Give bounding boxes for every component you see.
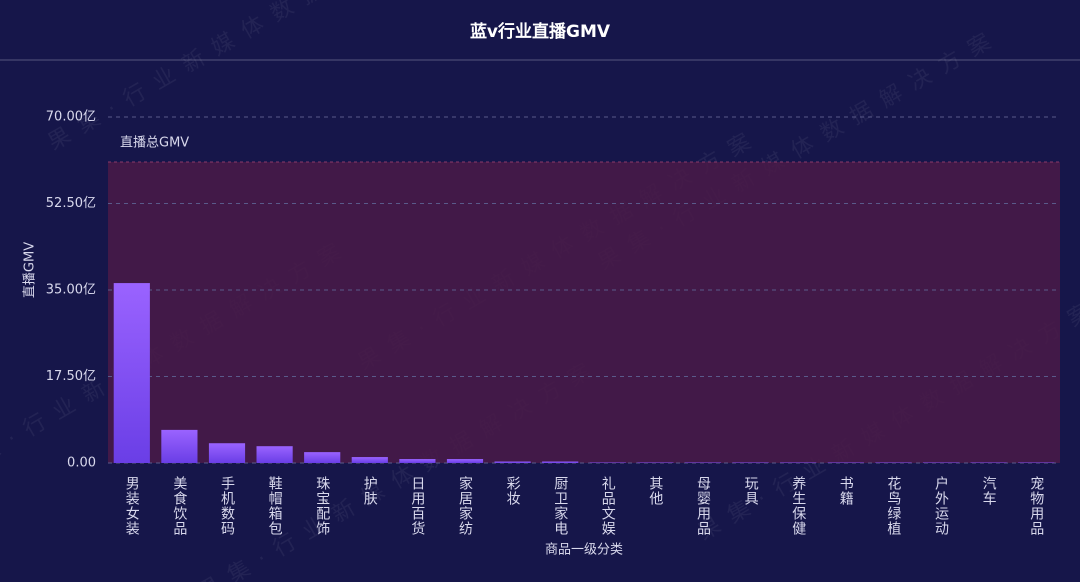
x-tick-label: 花鸟绿植 bbox=[885, 476, 901, 536]
x-tick-label: 鞋帽箱包 bbox=[267, 476, 283, 536]
x-tick-label: 汽车 bbox=[981, 476, 997, 506]
bar bbox=[161, 429, 198, 463]
x-tick-label: 书籍 bbox=[838, 476, 854, 506]
x-tick-label: 母婴用品 bbox=[695, 476, 711, 536]
bar bbox=[494, 461, 531, 463]
y-axis-label: 直播GMV bbox=[23, 242, 38, 298]
reference-region bbox=[108, 161, 1060, 464]
y-tick-label: 17.50亿 bbox=[46, 369, 96, 384]
bar bbox=[542, 461, 579, 463]
x-tick-label: 美食饮品 bbox=[171, 476, 187, 536]
x-tick-label: 男装女装 bbox=[124, 476, 140, 536]
bar bbox=[208, 443, 246, 463]
bar bbox=[399, 459, 436, 463]
bar bbox=[304, 452, 341, 463]
bar bbox=[446, 459, 484, 463]
x-tick-label: 珠宝配饰 bbox=[314, 476, 330, 536]
x-axis-label: 商品一级分类 bbox=[545, 543, 623, 558]
x-tick-label: 家居家纺 bbox=[457, 475, 473, 536]
x-tick-label: 日用百货 bbox=[409, 476, 425, 536]
y-tick-label: 0.00 bbox=[67, 456, 96, 471]
x-tick-label: 厨卫家电 bbox=[552, 476, 568, 536]
x-tick-label: 彩妆 bbox=[505, 476, 521, 506]
x-tick-label: 护肤 bbox=[362, 476, 378, 506]
x-tick-label: 宠物用品 bbox=[1028, 476, 1044, 536]
x-tick-label: 户外运动 bbox=[933, 475, 949, 536]
x-tick-label: 礼品文娱 bbox=[600, 476, 616, 536]
x-tick-label: 养生保健 bbox=[790, 476, 806, 536]
x-tick-label: 其他 bbox=[647, 476, 663, 506]
chart-title: 蓝v行业直播GMV bbox=[470, 21, 611, 42]
x-tick-label: 手机数码 bbox=[219, 476, 235, 536]
bar bbox=[113, 283, 150, 463]
bar bbox=[351, 457, 388, 463]
reference-label: 直播总GMV bbox=[120, 135, 189, 150]
y-tick-label: 52.50亿 bbox=[46, 196, 96, 211]
y-tick-label: 70.00亿 bbox=[46, 110, 96, 125]
y-tick-label: 35.00亿 bbox=[46, 283, 96, 298]
x-tick-label: 玩具 bbox=[743, 476, 759, 506]
bar bbox=[256, 446, 293, 463]
